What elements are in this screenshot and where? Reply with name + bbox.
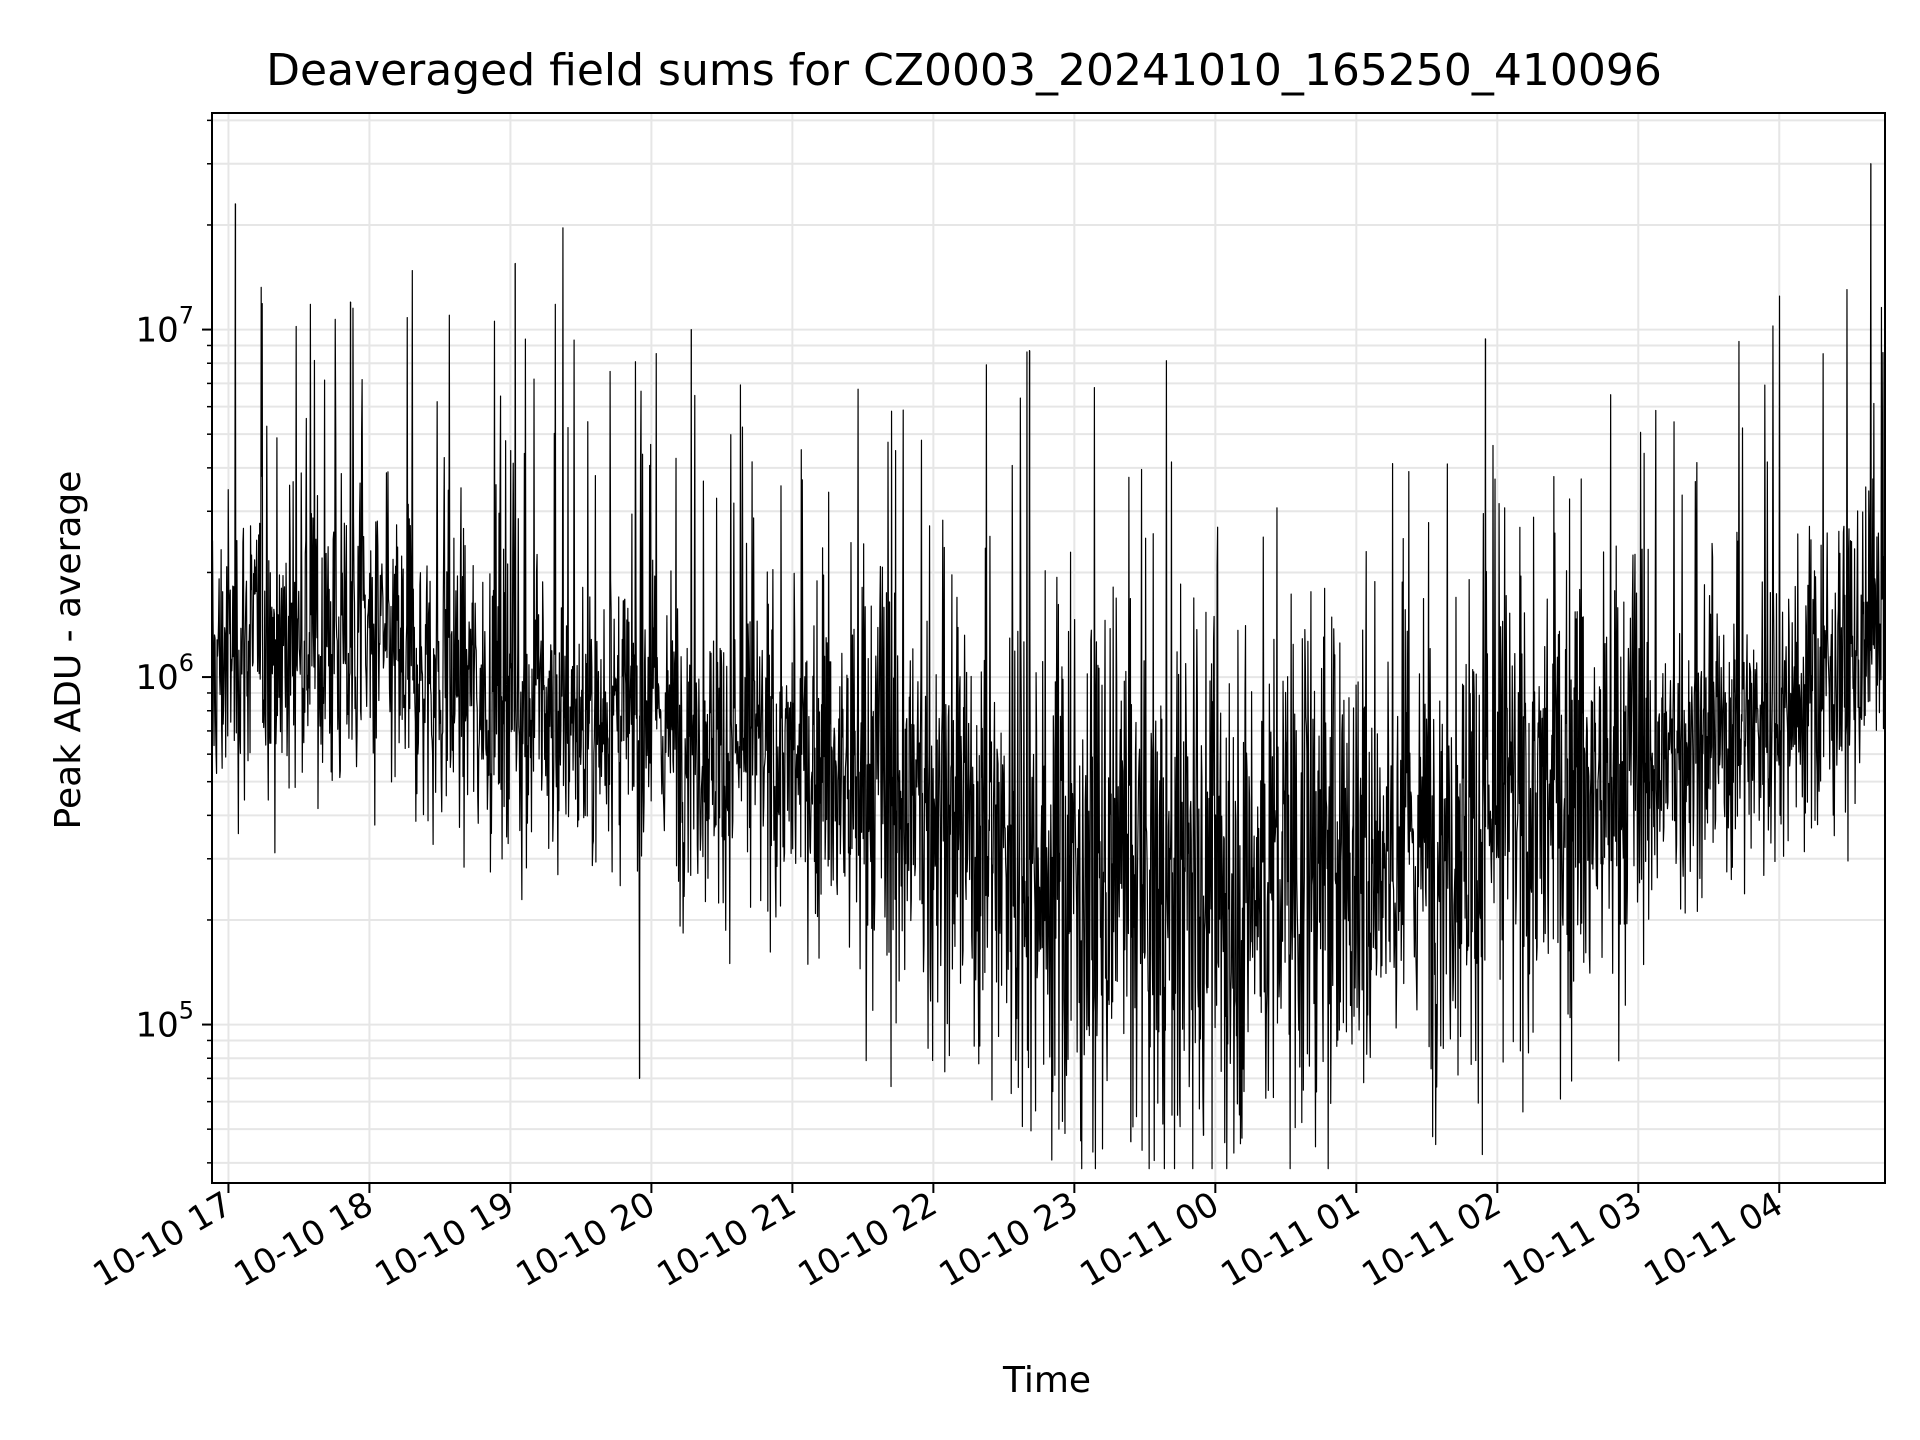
y-tick-label: 106	[135, 649, 194, 698]
x-tick-label: 10-11 00	[1073, 1184, 1225, 1295]
x-tick-label: 10-10 17	[87, 1184, 239, 1295]
plot-frame	[211, 112, 1886, 1184]
y-axis: 105 106 107	[135, 119, 212, 1164]
y-tick-label: 107	[135, 302, 194, 351]
x-tick-label: 10-10 19	[369, 1184, 521, 1295]
x-tick-label: 10-10 23	[932, 1184, 1084, 1295]
x-tick-label: 10-10 20	[510, 1184, 662, 1295]
series-path	[211, 163, 1886, 1170]
x-tick-label: 10-11 01	[1214, 1184, 1366, 1295]
x-tick-label: 10-10 22	[791, 1184, 943, 1295]
x-tick-label: 10-10 18	[228, 1184, 380, 1295]
x-tick-label: 10-11 03	[1496, 1184, 1648, 1295]
y-tick-label: 105	[135, 997, 194, 1046]
x-axis-label: Time	[1002, 1360, 1091, 1401]
chart-title: Deaveraged field sums for CZ0003_2024101…	[266, 45, 1662, 96]
series-line	[211, 163, 1886, 1170]
x-tick-label: 10-10 21	[650, 1184, 802, 1295]
x-tick-label: 10-11 04	[1637, 1184, 1789, 1295]
x-tick-label: 10-11 02	[1355, 1184, 1507, 1295]
y-axis-label: Peak ADU - average	[48, 471, 89, 830]
